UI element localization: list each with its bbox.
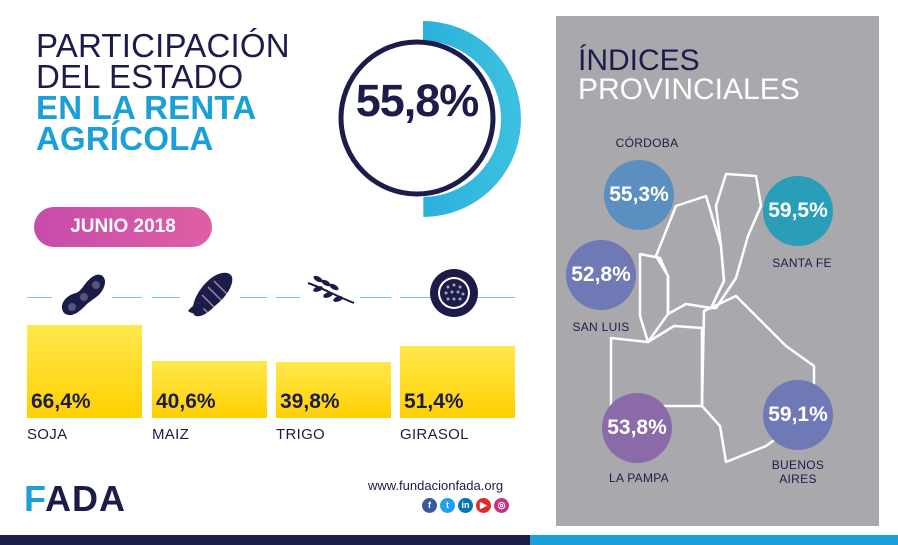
- panel-title: ÍNDICES PROVINCIALES: [578, 44, 800, 106]
- province-label-san-luis: SAN LUIS: [572, 320, 630, 334]
- headline-ring: [328, 21, 521, 217]
- title-line-1: PARTICIPACIÓN: [36, 27, 290, 64]
- website-link[interactable]: www.fundacionfada.org: [368, 478, 504, 493]
- bar-trigo: [276, 362, 391, 418]
- province-label-buenos-aires: BUENOS AIRES: [771, 458, 825, 486]
- bar-category-label: MAIZ: [152, 426, 190, 443]
- headline-value: 55,8%: [355, 75, 480, 126]
- page-title: PARTICIPACIÓN DEL ESTADO EN LA RENTA AGR…: [36, 27, 290, 157]
- ring-inner: [338, 39, 496, 197]
- province-value-san-luis: 52,8%: [566, 240, 636, 310]
- title-line-2: DEL ESTADO: [36, 58, 244, 95]
- map-san-luis: [638, 252, 670, 344]
- province-value-santa-fe: 59,5%: [763, 176, 833, 246]
- ring-arc: [328, 21, 521, 217]
- bar-soja: [27, 325, 142, 418]
- province-value-la-pampa: 53,8%: [602, 393, 672, 463]
- bottom-band-accent: [530, 535, 898, 545]
- sunflower-icon: [430, 269, 478, 317]
- social-icons: f t in ▶ ◎: [422, 498, 509, 513]
- soybean-icon: [52, 274, 112, 316]
- fada-logo: FADA: [24, 478, 127, 519]
- province-value-buenos-aires: 59,1%: [763, 380, 833, 450]
- bar-value-label: 39,8%: [280, 390, 340, 413]
- wheat-icon: [300, 275, 360, 304]
- bar-category-label: GIRASOL: [400, 426, 469, 443]
- corn-icon: [180, 272, 240, 317]
- title-line-4: AGRÍCOLA: [36, 120, 214, 157]
- province-label-cordoba: CÓRDOBA: [615, 136, 679, 150]
- bar-value-label: 51,4%: [404, 390, 464, 413]
- youtube-icon[interactable]: ▶: [476, 498, 491, 513]
- provinces-map: [609, 172, 816, 464]
- bar-category-label: TRIGO: [276, 426, 325, 443]
- date-badge: JUNIO 2018: [34, 207, 212, 247]
- province-label-santa-fe: SANTA FE: [772, 256, 832, 270]
- bar-category-label: SOJA: [27, 426, 68, 443]
- bar-value-label: 40,6%: [156, 390, 216, 413]
- province-value-cordoba: 55,3%: [604, 160, 674, 230]
- bottom-band: [0, 535, 898, 545]
- bar-value-label: 66,4%: [31, 390, 91, 413]
- bar-maiz: [152, 361, 267, 418]
- map-cordoba: [654, 194, 726, 316]
- facebook-icon[interactable]: f: [422, 498, 437, 513]
- twitter-icon[interactable]: t: [440, 498, 455, 513]
- province-label-la-pampa: LA PAMPA: [609, 471, 669, 485]
- title-line-3: EN LA RENTA: [36, 89, 257, 126]
- bar-girasol: [400, 346, 515, 418]
- instagram-icon[interactable]: ◎: [494, 498, 509, 513]
- linkedin-icon[interactable]: in: [458, 498, 473, 513]
- map-santa-fe: [709, 172, 763, 310]
